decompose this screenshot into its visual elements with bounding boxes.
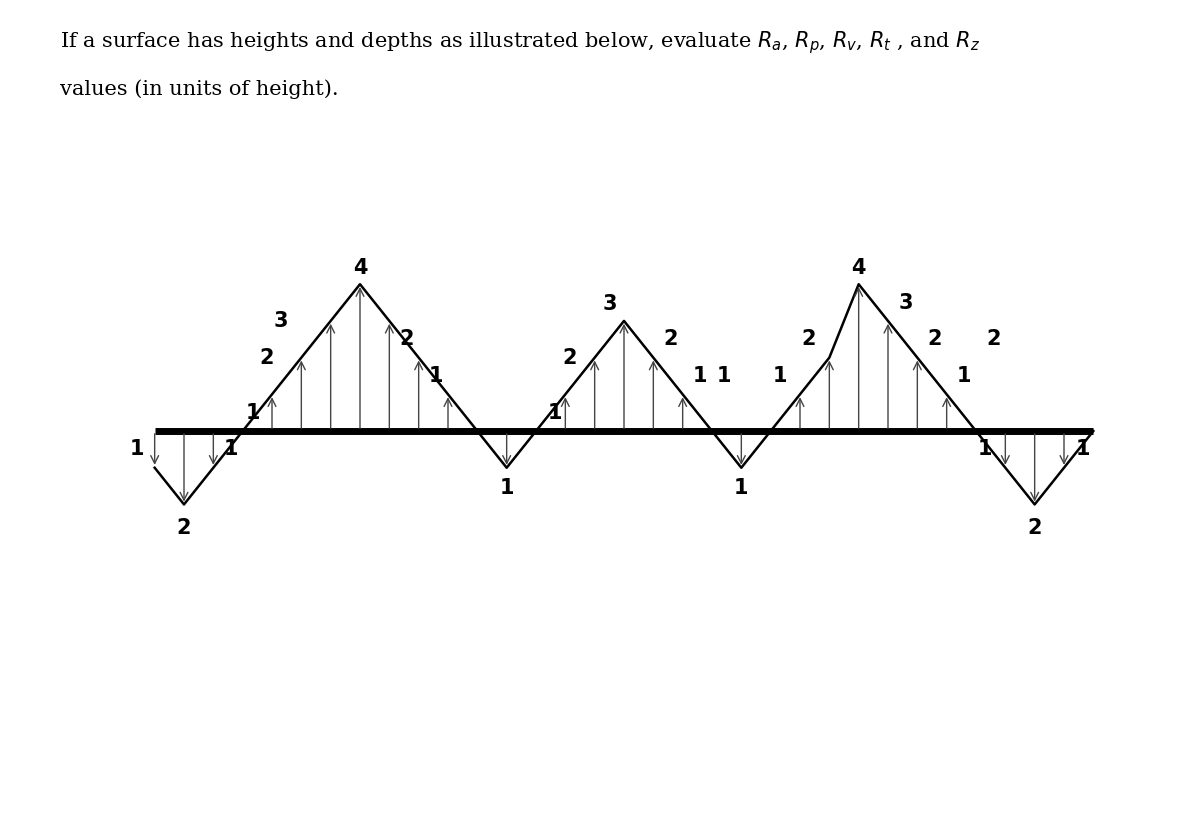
Text: 1: 1 <box>548 403 563 423</box>
Text: 1: 1 <box>246 403 260 423</box>
Text: 1: 1 <box>430 366 444 386</box>
Text: values (in units of height).: values (in units of height). <box>60 80 338 99</box>
Text: 3: 3 <box>602 294 617 315</box>
Text: 1: 1 <box>773 366 787 386</box>
Text: 2: 2 <box>400 329 414 349</box>
Text: 4: 4 <box>852 258 866 278</box>
Text: 3: 3 <box>274 311 288 331</box>
Text: 2: 2 <box>802 329 816 349</box>
Text: If a surface has heights and depths as illustrated below, evaluate $R_a$, $R_p$,: If a surface has heights and depths as i… <box>60 29 980 56</box>
Text: 1: 1 <box>223 440 238 460</box>
Text: 1: 1 <box>734 478 749 498</box>
Text: 4: 4 <box>353 258 367 278</box>
Text: 1: 1 <box>499 478 514 498</box>
Text: 1: 1 <box>1076 440 1091 460</box>
Text: 2: 2 <box>176 519 191 539</box>
Text: 2: 2 <box>1027 519 1042 539</box>
Text: 2: 2 <box>986 329 1001 349</box>
Text: 1: 1 <box>694 366 708 386</box>
Text: 2: 2 <box>664 329 678 349</box>
Text: 2: 2 <box>259 347 274 367</box>
Text: 2: 2 <box>563 347 577 367</box>
Text: 2: 2 <box>928 329 942 349</box>
Text: 1: 1 <box>978 440 992 460</box>
Text: 1: 1 <box>716 366 731 386</box>
Text: 1: 1 <box>958 366 972 386</box>
Text: 3: 3 <box>899 293 913 313</box>
Text: 1: 1 <box>130 440 144 460</box>
